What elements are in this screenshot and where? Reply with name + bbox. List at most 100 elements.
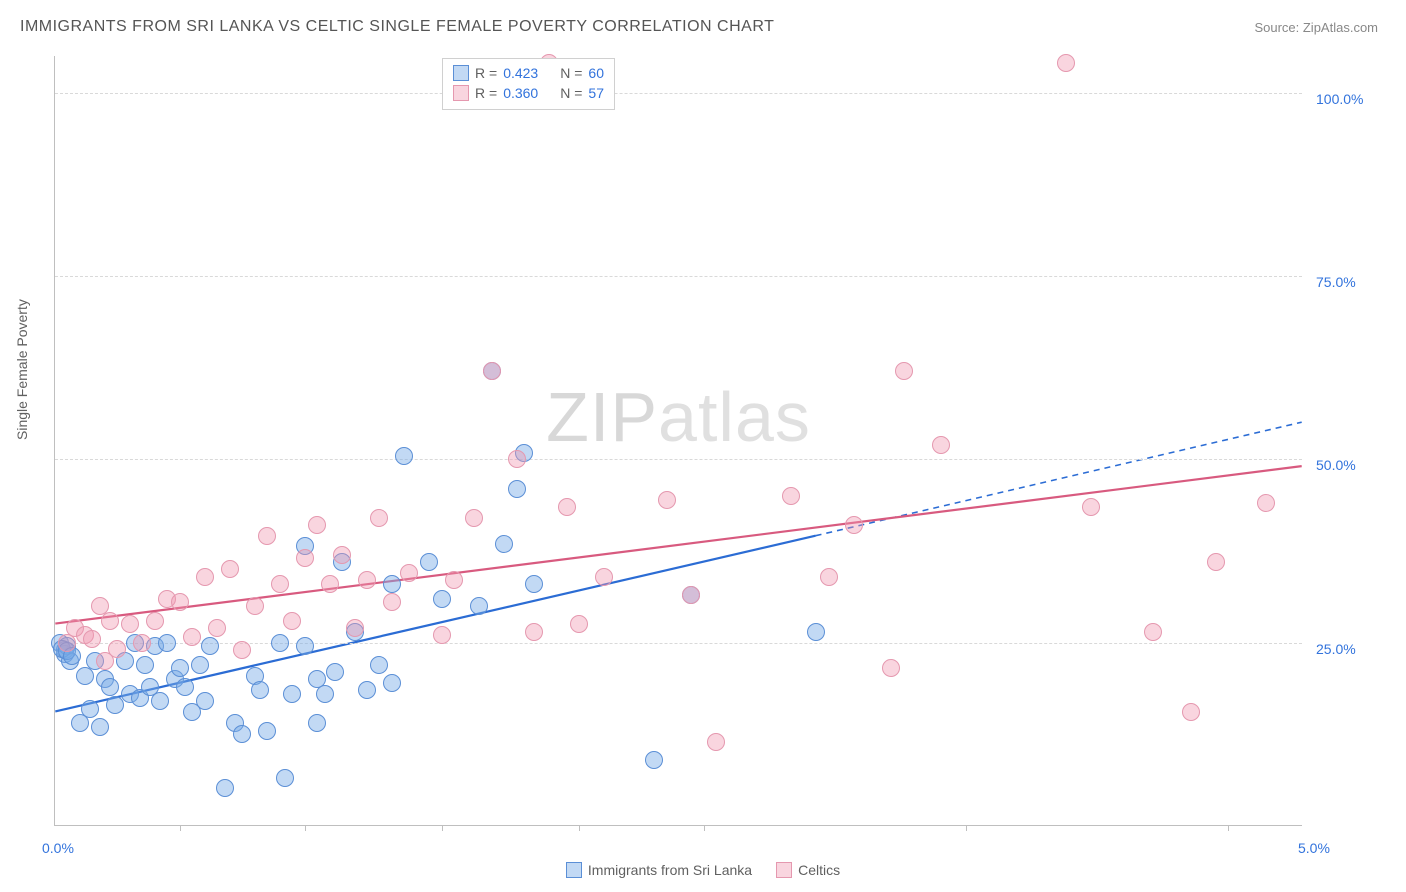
x-tick bbox=[442, 825, 443, 831]
data-point bbox=[308, 714, 326, 732]
data-point bbox=[525, 623, 543, 641]
data-point bbox=[101, 612, 119, 630]
stat-n-val: 57 bbox=[588, 85, 604, 101]
legend-swatch bbox=[566, 862, 582, 878]
data-point bbox=[276, 769, 294, 787]
data-point bbox=[595, 568, 613, 586]
data-point bbox=[326, 663, 344, 681]
data-point bbox=[171, 593, 189, 611]
stat-n-key: N = bbox=[560, 65, 582, 81]
gridline bbox=[55, 459, 1302, 460]
data-point bbox=[707, 733, 725, 751]
data-point bbox=[508, 480, 526, 498]
data-point bbox=[196, 692, 214, 710]
data-point bbox=[782, 487, 800, 505]
stat-n-val: 60 bbox=[588, 65, 604, 81]
legend-label: Immigrants from Sri Lanka bbox=[588, 862, 752, 878]
data-point bbox=[682, 586, 700, 604]
data-point bbox=[101, 678, 119, 696]
data-point bbox=[433, 626, 451, 644]
data-point bbox=[106, 696, 124, 714]
legend-item: Celtics bbox=[776, 862, 840, 878]
data-point bbox=[316, 685, 334, 703]
legend-label: Celtics bbox=[798, 862, 840, 878]
data-point bbox=[358, 681, 376, 699]
data-point bbox=[233, 641, 251, 659]
x-tick bbox=[579, 825, 580, 831]
data-point bbox=[136, 656, 154, 674]
data-point bbox=[296, 549, 314, 567]
data-point bbox=[495, 535, 513, 553]
data-point bbox=[1257, 494, 1275, 512]
y-tick-label: 75.0% bbox=[1316, 274, 1356, 290]
data-point bbox=[465, 509, 483, 527]
data-point bbox=[645, 751, 663, 769]
data-point bbox=[83, 630, 101, 648]
chart-title: IMMIGRANTS FROM SRI LANKA VS CELTIC SING… bbox=[20, 18, 774, 36]
data-point bbox=[216, 779, 234, 797]
data-point bbox=[201, 637, 219, 655]
data-point bbox=[91, 718, 109, 736]
stat-r-key: R = bbox=[475, 65, 497, 81]
data-point bbox=[283, 685, 301, 703]
data-point bbox=[208, 619, 226, 637]
data-point bbox=[820, 568, 838, 586]
data-point bbox=[221, 560, 239, 578]
data-point bbox=[433, 590, 451, 608]
x-tick bbox=[966, 825, 967, 831]
data-point bbox=[321, 575, 339, 593]
legend-item: Immigrants from Sri Lanka bbox=[566, 862, 752, 878]
data-point bbox=[191, 656, 209, 674]
data-point bbox=[400, 564, 418, 582]
watermark: ZIPatlas bbox=[546, 377, 811, 457]
data-point bbox=[370, 656, 388, 674]
data-point bbox=[121, 615, 139, 633]
legend-swatch bbox=[776, 862, 792, 878]
data-point bbox=[1207, 553, 1225, 571]
data-point bbox=[470, 597, 488, 615]
data-point bbox=[308, 516, 326, 534]
data-point bbox=[271, 575, 289, 593]
y-axis-label: Single Female Poverty bbox=[14, 299, 30, 440]
legend-swatch bbox=[453, 65, 469, 81]
y-tick-label: 25.0% bbox=[1316, 641, 1356, 657]
legend-stat-row: R = 0.423 N = 60 bbox=[453, 63, 604, 83]
data-point bbox=[246, 597, 264, 615]
data-point bbox=[171, 659, 189, 677]
data-point bbox=[383, 674, 401, 692]
trend-lines bbox=[55, 56, 1302, 825]
data-point bbox=[420, 553, 438, 571]
y-tick-label: 100.0% bbox=[1316, 91, 1363, 107]
data-point bbox=[183, 628, 201, 646]
data-point bbox=[445, 571, 463, 589]
data-point bbox=[258, 527, 276, 545]
data-point bbox=[81, 700, 99, 718]
stat-r-val: 0.360 bbox=[503, 85, 538, 101]
data-point bbox=[251, 681, 269, 699]
data-point bbox=[158, 634, 176, 652]
stat-r-key: R = bbox=[475, 85, 497, 101]
data-point bbox=[108, 640, 126, 658]
x-tick bbox=[704, 825, 705, 831]
data-point bbox=[845, 516, 863, 534]
data-point bbox=[258, 722, 276, 740]
data-point bbox=[358, 571, 376, 589]
data-point bbox=[333, 546, 351, 564]
data-point bbox=[558, 498, 576, 516]
data-point bbox=[296, 637, 314, 655]
data-point bbox=[570, 615, 588, 633]
data-point bbox=[1082, 498, 1100, 516]
x-axis-max: 5.0% bbox=[1298, 840, 1330, 856]
data-point bbox=[395, 447, 413, 465]
y-tick-label: 50.0% bbox=[1316, 457, 1356, 473]
data-point bbox=[1144, 623, 1162, 641]
stat-r-val: 0.423 bbox=[503, 65, 538, 81]
legend-swatch bbox=[453, 85, 469, 101]
scatter-plot: ZIPatlas bbox=[54, 56, 1302, 826]
data-point bbox=[525, 575, 543, 593]
x-axis-min: 0.0% bbox=[42, 840, 74, 856]
legend-stats: R =0.423N =60R =0.360N =57 bbox=[442, 58, 615, 110]
gridline bbox=[55, 276, 1302, 277]
trend-line-dashed bbox=[816, 422, 1302, 536]
data-point bbox=[383, 593, 401, 611]
